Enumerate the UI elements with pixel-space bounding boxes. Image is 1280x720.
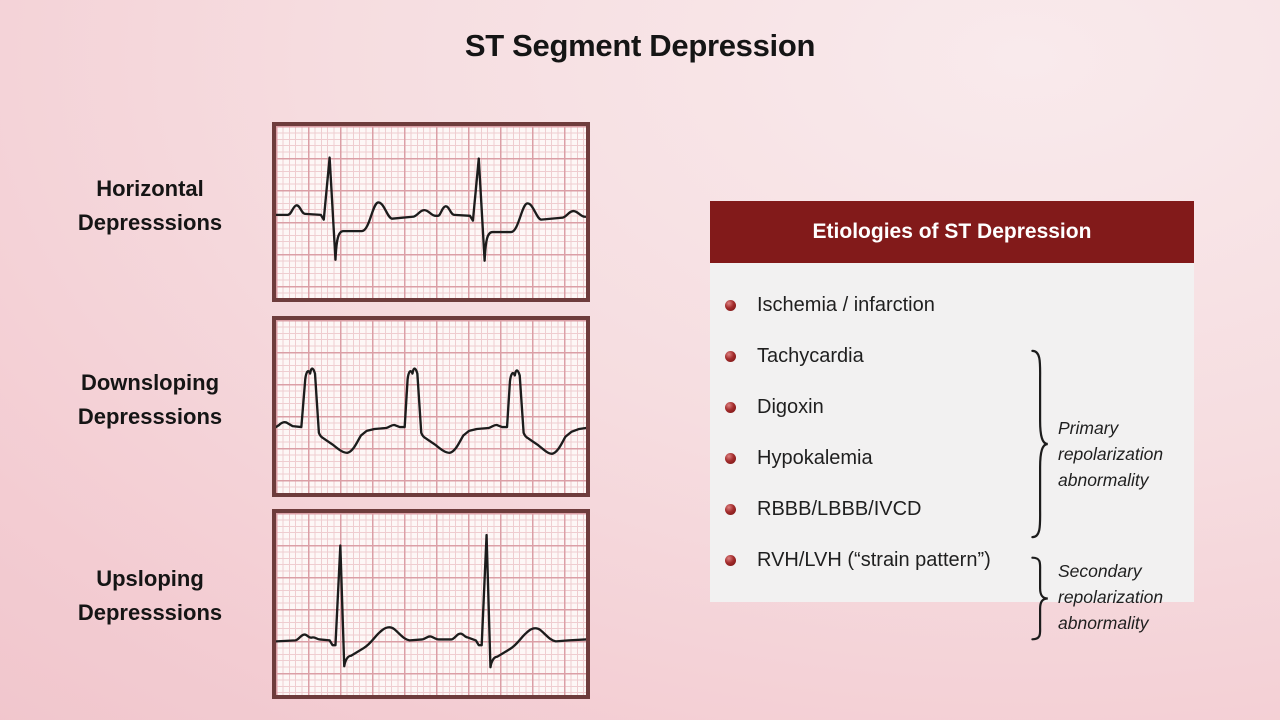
ecg-waveform xyxy=(276,156,586,262)
etiology-item-label: Tachycardia xyxy=(757,345,864,367)
etiology-item-hypertrophy: RVH/LVH (“strain pattern”) xyxy=(710,535,1194,586)
ecg-trace-upsloping xyxy=(276,533,586,669)
etiology-item-hypokalemia: Hypokalemia xyxy=(710,433,1194,484)
bullet-icon xyxy=(725,300,736,311)
ecg-waveform xyxy=(276,367,586,455)
etiologies-panel: Etiologies of ST Depression Ischemia / i… xyxy=(710,201,1194,602)
ecg-strip-horizontal xyxy=(272,122,590,302)
etiology-item-digoxin: Digoxin xyxy=(710,382,1194,433)
primary-group-brace-icon xyxy=(1028,347,1050,541)
bullet-icon xyxy=(725,402,736,413)
etiology-item-ischemia: Ischemia / infarction xyxy=(710,280,1194,331)
etiology-item-tachycardia: Tachycardia xyxy=(710,331,1194,382)
bullet-icon xyxy=(725,504,736,515)
label-line: Downsloping xyxy=(80,370,220,395)
etiology-item-label: Hypokalemia xyxy=(757,447,873,469)
bullet-icon xyxy=(725,453,736,464)
ecg-trace-downsloping xyxy=(276,367,586,455)
label-downsloping-depressions: Downsloping Depresssions xyxy=(30,366,270,434)
ecg-trace-horizontal xyxy=(276,156,586,262)
ecg-waveform xyxy=(276,533,586,669)
label-line: Upsloping xyxy=(96,566,204,591)
label-line: Depresssions xyxy=(77,600,223,625)
etiology-item-label: Ischemia / infarction xyxy=(757,294,935,316)
label-line: Horizontal xyxy=(96,176,204,201)
ecg-strip-downsloping xyxy=(272,316,590,497)
primary-group-label: Primary repolarization abnormality xyxy=(1058,418,1164,490)
etiology-item-bbb: RBBB/LBBB/IVCD xyxy=(710,484,1194,535)
etiology-item-label: Digoxin xyxy=(757,396,824,418)
ecg-strip-upsloping xyxy=(272,509,590,699)
etiologies-list: Ischemia / infarction Tachycardia Digoxi… xyxy=(710,263,1194,602)
slide-title: ST Segment Depression xyxy=(464,28,816,63)
etiology-item-label: RVH/LVH (“strain pattern”) xyxy=(757,549,991,571)
etiologies-panel-header: Etiologies of ST Depression xyxy=(710,201,1194,263)
label-line: Depresssions xyxy=(77,210,223,235)
label-line: Depresssions xyxy=(77,404,223,429)
label-horizontal-depressions: Horizontal Depresssions xyxy=(30,172,270,240)
secondary-group-brace-icon xyxy=(1028,556,1050,641)
bullet-icon xyxy=(725,555,736,566)
secondary-group-label: Secondary repolarization abnormality xyxy=(1058,561,1164,633)
bullet-icon xyxy=(725,351,736,362)
label-upsloping-depressions: Upsloping Depresssions xyxy=(30,562,270,630)
etiology-item-label: RBBB/LBBB/IVCD xyxy=(757,498,922,520)
